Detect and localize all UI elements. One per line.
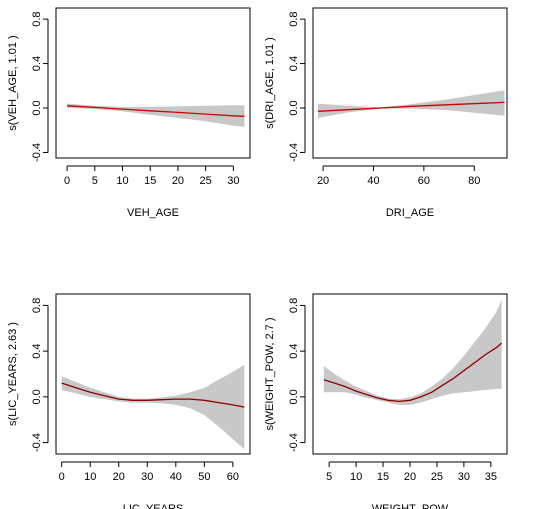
plot-frame: [55, 293, 251, 455]
x-axis-title: VEH_AGE: [127, 207, 179, 219]
fit-line: [323, 342, 503, 403]
y-axis-title: s(VEH_AGE, 1.01 ): [7, 35, 19, 130]
x-tick-label: 40: [170, 471, 182, 483]
plot-frame: [312, 293, 508, 455]
x-axis-title: WEIGHT_POW: [372, 503, 449, 509]
y-tick-label: 0.0: [288, 100, 300, 115]
y-tick-label: 0.0: [31, 389, 43, 404]
y-tick-label: -0.4: [31, 143, 43, 162]
y-tick-label: 0.8: [31, 298, 43, 313]
x-tick-label: 15: [377, 471, 389, 483]
x-tick-label: 60: [418, 175, 430, 187]
plot-frame: [55, 7, 251, 159]
x-tick-label: 30: [141, 471, 153, 483]
x-tick-label: 20: [172, 175, 184, 187]
y-tick-label: 0.8: [288, 11, 300, 26]
x-tick-label: 10: [350, 471, 362, 483]
x-tick-label: 0: [59, 471, 65, 483]
x-tick-label: 5: [92, 175, 98, 187]
x-tick-label: 25: [200, 175, 212, 187]
confidence-band: [318, 90, 505, 118]
y-tick-label: 0.4: [288, 56, 300, 71]
plot-panel-4: 5 10 15 20 25 30 35 -0.4 0.0 0.4 0.8 WEIGHT_POW s(WE…: [264, 293, 508, 509]
x-tick-label: 15: [144, 175, 156, 187]
confidence-band: [61, 364, 245, 450]
y-tick-label: 0.0: [288, 389, 300, 404]
x-tick-label: 20: [404, 471, 416, 483]
y-axis-title: s(DRI_AGE, 1.01 ): [264, 37, 276, 129]
y-tick-label: 0.8: [288, 298, 300, 313]
confidence-band: [67, 103, 245, 127]
plot-panel-2: 20 40 60 80 -0.4 0.0 0.4 0.8 DRI_AGE s(DRI_AGE, 1…: [264, 7, 508, 219]
fit-line: [317, 101, 505, 112]
y-tick-label: -0.4: [31, 433, 43, 452]
x-tick-label: 10: [84, 471, 96, 483]
x-tick-label: 20: [317, 175, 329, 187]
x-tick-label: 5: [326, 471, 332, 483]
plot-panel-3: 0 10 20 30 40 50 60 -0.4 0.0 0.4 0.8 LIC_YEARS s(LIC…: [7, 293, 251, 509]
x-tick-label: 30: [458, 471, 470, 483]
y-tick-label: 0.8: [31, 11, 43, 26]
x-tick-label: 50: [198, 471, 210, 483]
y-tick-label: 0.0: [31, 100, 43, 115]
y-axis-title: s(WEIGHT_POW, 2.7 ): [264, 317, 276, 430]
x-axis-title: LIC_YEARS: [123, 503, 184, 509]
x-tick-label: 40: [367, 175, 379, 187]
x-tick-label: 60: [227, 471, 239, 483]
x-tick-label: 30: [227, 175, 239, 187]
x-tick-label: 25: [431, 471, 443, 483]
y-tick-label: 0.4: [288, 343, 300, 358]
x-tick-label: 80: [468, 175, 480, 187]
x-tick-label: 35: [485, 471, 497, 483]
y-tick-label: 0.4: [31, 343, 43, 358]
fit-line: [61, 382, 245, 408]
plot-panel-1: 0 5 10 15 20 25 30 -0.4 0.0 0.4 0.8 VEH_AGE s(VEH_AG…: [7, 7, 251, 219]
fit-line: [67, 105, 245, 117]
x-tick-label: 0: [64, 175, 70, 187]
confidence-band: [323, 299, 502, 405]
y-tick-label: -0.4: [288, 433, 300, 452]
y-tick-label: 0.4: [31, 56, 43, 71]
x-axis-title: DRI_AGE: [386, 207, 434, 219]
x-tick-label: 10: [116, 175, 128, 187]
y-axis-title: s(LIC_YEARS, 2.63 ): [7, 322, 19, 426]
plot-frame: [312, 7, 508, 159]
y-tick-label: -0.4: [288, 143, 300, 162]
x-tick-label: 20: [113, 471, 125, 483]
